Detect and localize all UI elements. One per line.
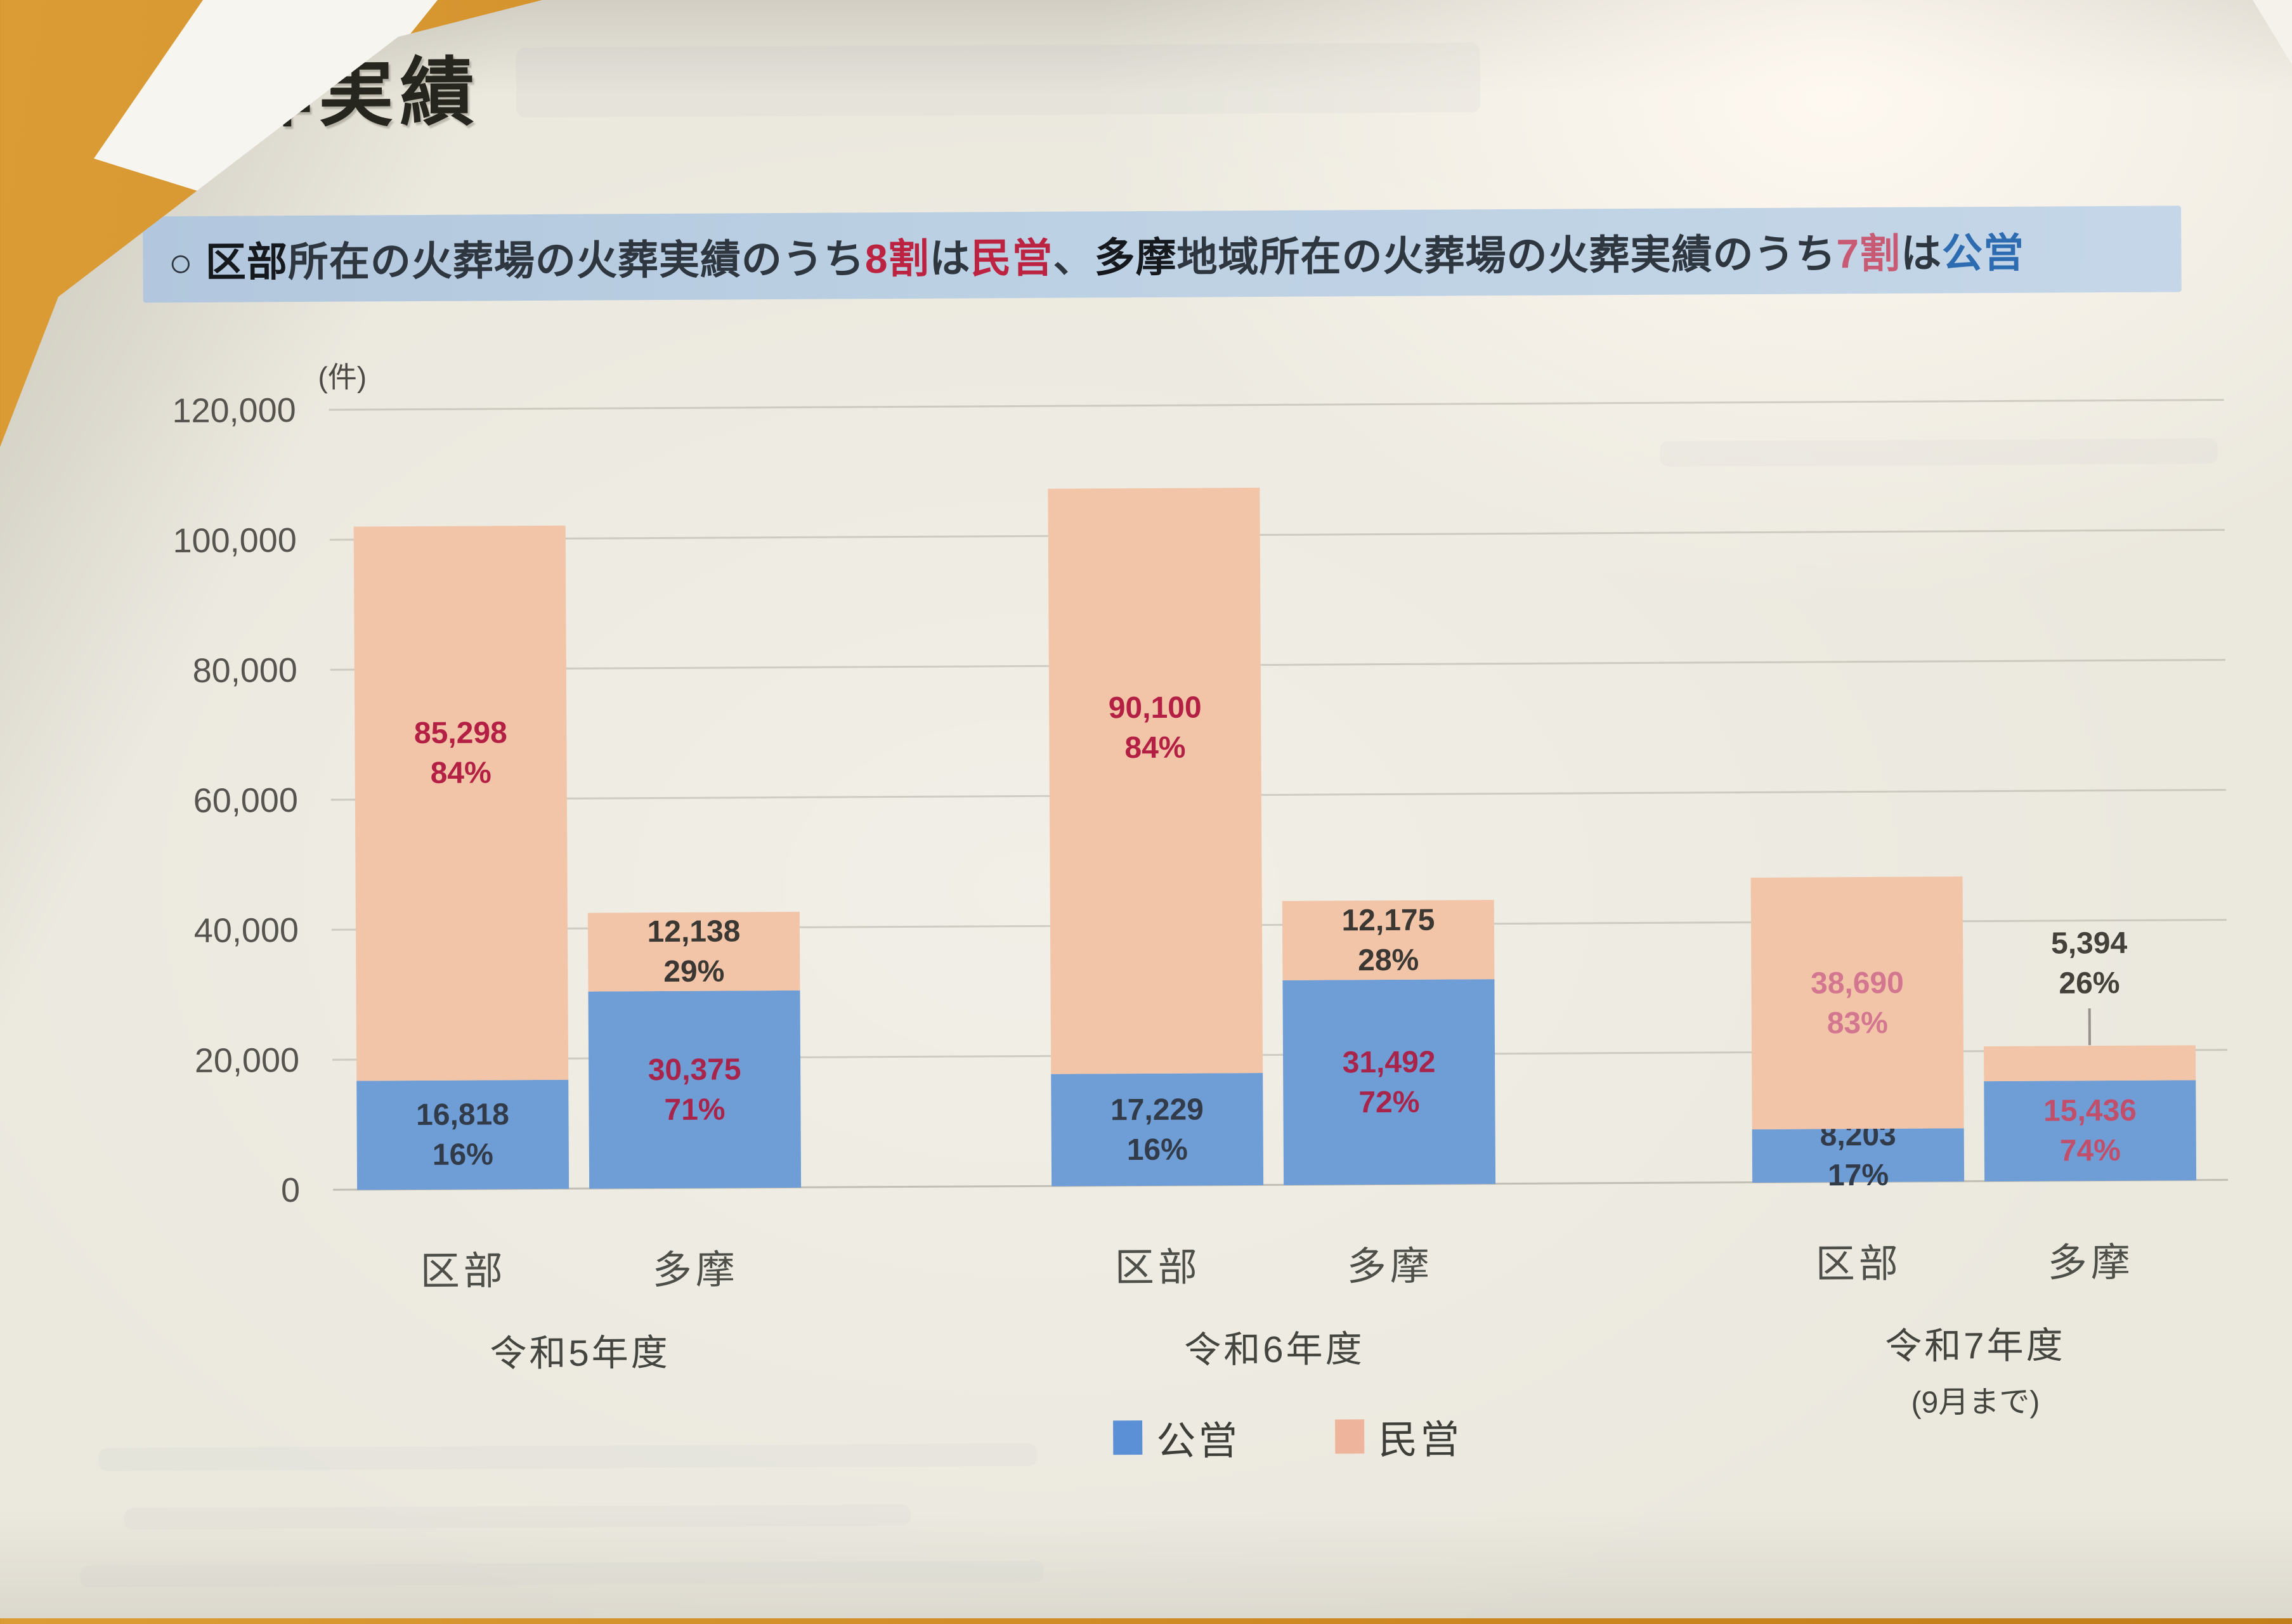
- y-axis-tick-label: 0: [280, 1171, 301, 1210]
- bar-label: 15,436 74%: [1953, 1090, 2227, 1171]
- category-labels: 区部 多摩: [1052, 1233, 1496, 1293]
- bar-percent-label: 26%: [2059, 966, 2120, 1001]
- bar-percent-label: 74%: [2059, 1133, 2121, 1168]
- group-label: 令和6年度: [1052, 1318, 1496, 1374]
- bar-segment-民営: 85,298 84%: [353, 525, 569, 1081]
- y-axis-tick-label: 100,000: [173, 521, 297, 561]
- bar-percent-label: 71%: [664, 1092, 726, 1127]
- category-label: 多摩: [652, 1248, 739, 1293]
- stacked-bar: 30,375 71% 12,138 29%: [587, 911, 802, 1189]
- group-label-year: 令和7年度: [1885, 1325, 2066, 1367]
- bar-value-label: 85,298: [413, 716, 507, 751]
- bar-percent-label: 84%: [1124, 731, 1186, 765]
- category-labels: 区部 多摩: [1753, 1230, 2197, 1289]
- bar-label: 30,375 71%: [558, 1049, 831, 1130]
- bar-value-label: 15,436: [2043, 1093, 2137, 1128]
- y-axis-tick-label: 20,000: [194, 1041, 300, 1080]
- bars-row: 17,229 16% 90,100 84% 31,492 72% 12,175 28%: [1048, 486, 1496, 1186]
- group-label-year: 令和5年度: [490, 1332, 670, 1375]
- category-label: 多摩: [1346, 1244, 1433, 1289]
- stacked-bar: 17,229 16% 90,100 84%: [1048, 488, 1264, 1186]
- bar-segment-公営: 8,203 17%: [1752, 1119, 1965, 1192]
- bar-label: 90,100 84%: [1019, 687, 1292, 769]
- bar-percent-label: 28%: [1358, 943, 1419, 977]
- stacked-bar: 16,818 16% 85,298 84%: [353, 525, 570, 1190]
- bar-segment-民営: 12,138 29%: [587, 911, 800, 992]
- y-axis-tick-label: 80,000: [192, 651, 297, 690]
- bar-label: 12,175 28%: [1252, 899, 1525, 980]
- bar-group: 8,203 17% 38,690 83% 15,436 74% 5,394 26% 区部 多摩令和…: [1748, 400, 2197, 1420]
- bar-segment-公営: 16,818 16%: [356, 1079, 570, 1190]
- legend-swatch-民営: [1335, 1419, 1365, 1454]
- bar-segment-公営: 31,492 72%: [1282, 979, 1496, 1185]
- bar-label: 85,298 84%: [324, 713, 597, 794]
- bar-percent-label: 72%: [1358, 1085, 1420, 1119]
- legend-swatch-公営: [1113, 1420, 1143, 1455]
- stacked-bar: 15,436 74% 5,394 26%: [1983, 926, 2197, 1182]
- bar-groups: 16,818 16% 85,298 84% 30,375 71% 12,138 29% 区部 多摩…: [341, 400, 2224, 1420]
- legend-label: 公営: [1156, 1419, 1240, 1464]
- bars-row: 16,818 16% 85,298 84% 30,375 71% 12,138 29%: [353, 524, 802, 1190]
- bar-percent-label: 16%: [432, 1138, 494, 1172]
- stacked-bar: 31,492 72% 12,175 28%: [1282, 900, 1496, 1185]
- category-labels: 区部 多摩: [358, 1237, 802, 1297]
- bar-value-label: 5,394: [2050, 926, 2128, 961]
- legend-label: 民営: [1378, 1418, 1462, 1463]
- bar-label-outside: 5,394 26%: [1939, 923, 2240, 1004]
- legend: 公営 民営: [346, 1403, 2229, 1471]
- bar-segment-民営: 90,100 84%: [1048, 488, 1263, 1074]
- bars-row: 8,203 17% 38,690 83% 15,436 74% 5,394 26%: [1750, 875, 2197, 1192]
- bar-percent-label: 83%: [1826, 1006, 1888, 1040]
- y-axis-tick-label: 40,000: [193, 911, 299, 950]
- y-axis-tick-label: 120,000: [172, 391, 296, 431]
- bar-value-label: 12,175: [1341, 903, 1435, 937]
- bar-group: 16,818 16% 85,298 84% 30,375 71% 12,138 29% 区部 多摩…: [353, 408, 802, 1374]
- y-axis-tick-label: 60,000: [193, 781, 299, 820]
- bar-segment-民営: [1983, 1045, 2196, 1082]
- legend-item: 公営: [1113, 1408, 1240, 1466]
- bar-group: 17,229 16% 90,100 84% 31,492 72% 12,175 28% 区部 多摩…: [1048, 404, 1496, 1371]
- group-label: 令和5年度: [358, 1322, 802, 1378]
- bar-value-label: 31,492: [1342, 1045, 1436, 1079]
- category-label: 多摩: [2047, 1240, 2134, 1285]
- bar-segment-民営: 38,690 83%: [1750, 876, 1964, 1130]
- bar-value-label: 90,100: [1108, 691, 1202, 725]
- bar-value-label: 30,375: [648, 1052, 741, 1087]
- group-label-year: 令和6年度: [1184, 1328, 1365, 1371]
- bar-percent-label: 84%: [430, 756, 492, 791]
- label-leader-line: [2088, 1008, 2091, 1046]
- bar-label: 31,492 72%: [1253, 1041, 1526, 1122]
- bar-percent-label: 29%: [663, 954, 725, 989]
- bar-segment-公営: 17,229 16%: [1051, 1073, 1264, 1186]
- bar-label: 12,138 29%: [557, 911, 831, 992]
- bar-segment-民営: 12,175 28%: [1282, 900, 1495, 980]
- category-label: 区部: [1114, 1245, 1201, 1290]
- category-label: 区部: [1815, 1242, 1902, 1287]
- bar-segment-公営: 30,375 71%: [588, 990, 802, 1189]
- legend-item: 民営: [1335, 1407, 1462, 1465]
- plot-area: 16,818 16% 85,298 84% 30,375 71% 12,138 29% 区部 多摩…: [329, 399, 2229, 1420]
- y-axis: 0 20,000 40,000 60,000 80,000 100,000 120,000: [36, 391, 300, 1209]
- y-axis-unit-label: (件): [318, 360, 367, 394]
- stacked-bar: 8,203 17% 38,690 83%: [1750, 876, 1965, 1192]
- bar-percent-label: 16%: [1126, 1133, 1188, 1167]
- bar-segment-公営: 15,436 74%: [1984, 1080, 2197, 1182]
- category-label: 区部: [420, 1249, 507, 1294]
- bar-value-label: 12,138: [647, 914, 741, 949]
